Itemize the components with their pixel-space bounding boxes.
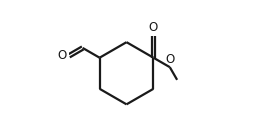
Text: O: O	[149, 21, 158, 34]
Text: O: O	[57, 49, 67, 62]
Text: O: O	[166, 53, 175, 66]
